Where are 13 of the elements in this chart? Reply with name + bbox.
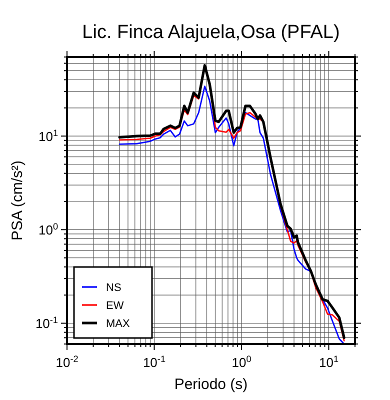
x-axis-title: Periodo (s): [174, 376, 248, 393]
y-tick-label: 10$^{0}$: [38, 222, 58, 238]
x-tick-label: 10$^{0}$: [232, 354, 252, 370]
y-axis-title: PSA (cm/s²): [9, 160, 26, 241]
y-tick-label: 10$^{1}$: [38, 128, 58, 144]
x-tick-label: 10$^{1}$: [318, 354, 338, 370]
y-tick-label: 10$^{-1}$: [35, 315, 58, 332]
legend-label: EW: [106, 300, 124, 312]
legend-label: MAX: [106, 318, 130, 330]
x-tick-label: 10$^{-1}$: [142, 354, 166, 370]
chart-title: Lic. Finca Alajuela,Osa (PFAL): [82, 22, 340, 43]
x-tick-label: 10$^{-2}$: [56, 354, 78, 370]
legend-label: NS: [106, 282, 122, 294]
